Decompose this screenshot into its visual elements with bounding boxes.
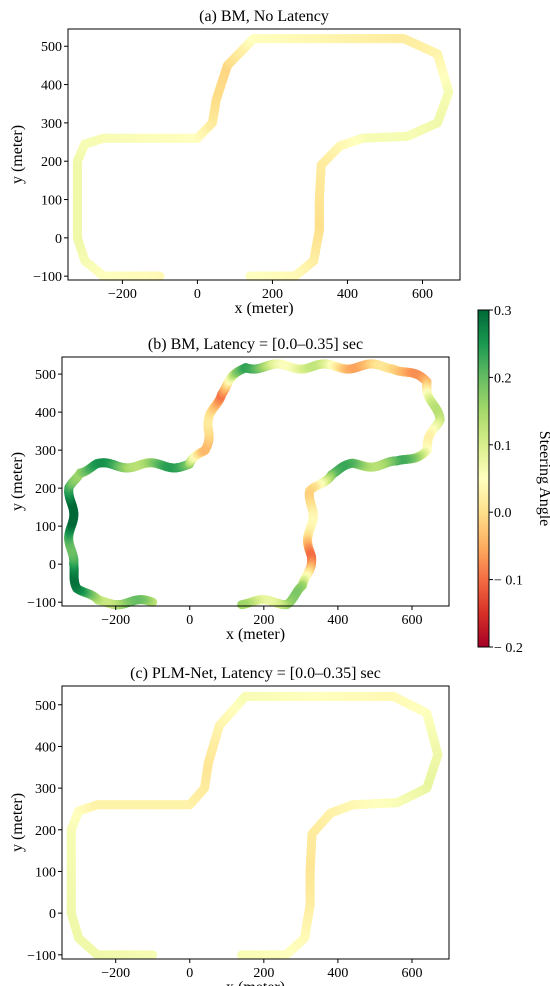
colorbar-tick-label: 0.2 xyxy=(494,371,512,386)
colorbar-tick-label: 0.3 xyxy=(494,304,512,319)
x-tick-label: 600 xyxy=(412,287,433,302)
y-tick-label: 100 xyxy=(35,865,56,880)
colorbar-gradient xyxy=(477,309,490,648)
colorbar-tick-label: − 0.1 xyxy=(494,574,523,589)
panel-b: (b) BM, Latency = [0.0–0.35] sec −200 0 200… xyxy=(9,336,450,643)
x-tick-label: 600 xyxy=(401,966,422,981)
x-tick-label: 400 xyxy=(327,613,348,628)
y-tick-label: 500 xyxy=(35,699,56,714)
y-axis-label: y (meter) xyxy=(9,125,26,184)
x-tick-label: 400 xyxy=(327,966,348,981)
y-tick-label: 400 xyxy=(35,740,56,755)
y-tick-label: 200 xyxy=(35,824,56,839)
x-axis-label: x (meter) xyxy=(234,300,293,317)
y-tick-label: 100 xyxy=(41,194,62,209)
x-tick-label: 400 xyxy=(337,287,358,302)
y-tick-label: 500 xyxy=(41,40,62,55)
x-axis-label: x (meter) xyxy=(226,979,285,986)
x-tick-label: 200 xyxy=(253,613,274,628)
x-tick-label: −200 xyxy=(101,966,130,981)
y-tick-label: 200 xyxy=(35,482,56,497)
track xyxy=(72,34,454,281)
panel-title: (c) PLM-Net, Latency = [0.0–0.35] sec xyxy=(130,665,381,682)
x-tick-label: −200 xyxy=(101,613,130,628)
axes-frame xyxy=(61,685,450,960)
track xyxy=(66,691,443,960)
y-tick-label: 0 xyxy=(49,558,56,573)
colorbar-label: Steering Angle xyxy=(536,431,550,527)
colorbar-tick-label: − 0.2 xyxy=(494,641,523,656)
y-axis-label: y (meter) xyxy=(9,793,26,852)
colorbar-tick-label: 0.1 xyxy=(494,439,512,454)
y-tick-label: −100 xyxy=(27,596,56,611)
x-tick-label: 200 xyxy=(253,966,274,981)
track xyxy=(64,359,445,610)
y-tick-label: 300 xyxy=(35,444,56,459)
colorbar-tick-label: 0.0 xyxy=(494,506,512,521)
x-tick-label: 0 xyxy=(186,613,193,628)
y-tick-label: 300 xyxy=(41,117,62,132)
colorbar: 0.3 0.2 0.1 0.0 − 0.1 − 0.2 Steering Angle xyxy=(477,304,550,656)
y-tick-label: −100 xyxy=(27,949,56,964)
y-tick-label: 400 xyxy=(41,79,62,94)
panel-c: (c) PLM-Net, Latency = [0.0–0.35] sec −20… xyxy=(9,665,450,986)
panel-a: (a) BM, No Latency −200 0 200 400 600 −100 0 100… xyxy=(9,8,461,317)
panel-title: (b) BM, Latency = [0.0–0.35] sec xyxy=(148,336,363,353)
x-tick-label: −200 xyxy=(108,287,137,302)
axes-frame xyxy=(61,356,450,607)
x-tick-label: 0 xyxy=(186,966,193,981)
x-tick-label: 200 xyxy=(262,287,283,302)
y-tick-label: 100 xyxy=(35,520,56,535)
axes-frame xyxy=(67,28,461,281)
y-tick-label: 0 xyxy=(55,232,62,247)
y-axis-label: y (meter) xyxy=(9,452,26,511)
y-tick-label: 200 xyxy=(41,155,62,170)
x-tick-label: 600 xyxy=(401,613,422,628)
x-tick-label: 0 xyxy=(194,287,201,302)
y-tick-label: −100 xyxy=(33,270,62,285)
y-tick-label: 300 xyxy=(35,782,56,797)
y-tick-label: 400 xyxy=(35,406,56,421)
panel-title: (a) BM, No Latency xyxy=(199,8,329,25)
y-tick-label: 0 xyxy=(49,907,56,922)
y-tick-label: 500 xyxy=(35,368,56,383)
x-axis-label: x (meter) xyxy=(226,626,285,643)
